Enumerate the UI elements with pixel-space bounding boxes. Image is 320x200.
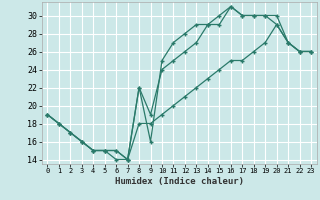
X-axis label: Humidex (Indice chaleur): Humidex (Indice chaleur) (115, 177, 244, 186)
